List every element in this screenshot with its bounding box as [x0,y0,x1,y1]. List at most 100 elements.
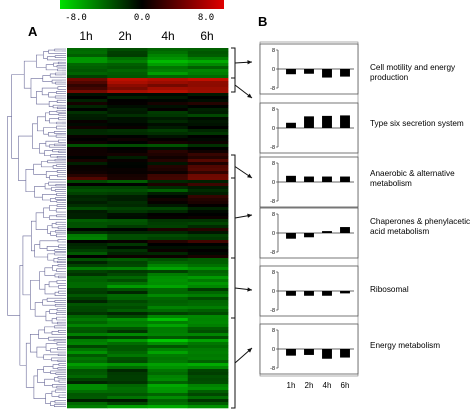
heatmap-cell [187,270,229,274]
heatmap-cell [187,264,229,268]
heatmap-cell [107,57,148,61]
heatmap-cell [67,159,108,163]
heatmap-cell [107,231,148,235]
heatmap-cell [67,306,108,310]
heatmap-cell [107,309,148,313]
heatmap-cell [147,126,189,130]
heatmap-cell [147,264,189,268]
dendrogram-branch [39,271,45,290]
heatmap-cell [147,306,189,310]
dendrogram-branch [58,150,62,153]
heatmap-cell [67,120,108,124]
heatmap-cell [67,96,108,100]
y-tick-label: 8 [272,270,275,276]
heatmap-cell [187,378,229,382]
heatmap-cell [107,270,148,274]
dendrogram-branch [29,333,39,353]
heatmap-cell [147,303,189,307]
heatmap-cell [147,393,189,397]
panel-label-2: Type six secretion system [370,119,464,128]
heatmap-cell [147,258,189,262]
heatmap-cell [107,297,148,301]
heatmap-cell [107,213,148,217]
dendrogram-branch [57,239,62,243]
heatmap-cell [147,81,189,85]
heatmap-cell [107,237,148,241]
heatmap-cell [187,141,229,145]
heatmap-cell [187,225,229,229]
heatmap-cell [187,63,229,67]
heatmap-cell [187,105,229,109]
heatmap-cell [147,87,189,91]
dendrogram-branch [54,189,62,192]
heatmap-cell [107,375,148,379]
y-tick-label: 8 [272,107,275,113]
heatmap-cell [147,159,189,163]
heatmap-cell [187,147,229,151]
heatmap-cell [187,381,229,385]
heatmap-cell [107,48,148,52]
heatmap-cell [187,387,229,391]
y-tick-label: -8 [270,308,275,314]
heatmap-cell [67,81,108,85]
heatmap-cell [187,252,229,256]
heatmap-cell [107,75,148,79]
bar-6h [340,69,350,77]
arrow-head [247,287,252,292]
y-tick-label: -8 [270,199,275,205]
dendrogram-branch [48,181,62,186]
heatmap-cell [187,165,229,169]
heatmap-cell [67,204,108,208]
heatmap-cell [107,243,148,247]
heatmap-cell [147,324,189,328]
heatmap-cell [147,195,189,199]
heatmap-cell [187,402,229,406]
heatmap-cell [187,102,229,106]
heatmap-cell [147,141,189,145]
heatmap-cell [67,255,108,259]
panel-b-letter: B [258,14,267,29]
heatmap-cell [187,81,229,85]
dendrogram-branch [56,233,62,238]
heatmap-cell [107,396,148,400]
heatmap-cell [187,84,229,88]
heatmap-cell [147,363,189,367]
heatmap-cell [147,204,189,208]
heatmap-cell [147,132,189,136]
heatmap-cell [187,312,229,316]
heatmap-cell [107,306,148,310]
heatmap-cell [67,222,108,226]
dendrogram-branch [54,252,62,256]
heatmap-cell [187,183,229,187]
dendrogram-branch [45,112,50,122]
heatmap-cell [147,375,189,379]
heatmap-cell [147,114,189,118]
dendrogram-branch [56,121,62,125]
dendrogram-branch [11,74,25,159]
heatmap-cell [67,48,108,52]
heatmap-cell [67,105,108,109]
dendrogram-branch [52,265,58,271]
bar-1h [286,349,296,356]
dendrogram-branch [56,155,62,159]
heatmap-cell [147,267,189,271]
dendrogram-branch [53,62,59,67]
heatmap-cell [147,129,189,133]
heatmap-cell [187,213,229,217]
heatmap-cell [107,120,148,124]
y-tick-label: -8 [270,366,275,372]
heatmap-cell [187,138,229,142]
arrow-head [247,348,252,353]
heatmap-cell [147,351,189,355]
heatmap-cell [67,396,108,400]
heatmap-cell [147,339,189,343]
heatmap-cell [107,300,148,304]
heatmap-cell [67,78,108,82]
heatmap-cell [107,186,148,190]
heatmap-cell [67,321,108,325]
heatmap-cell [187,174,229,178]
dendrogram-branch [7,116,20,316]
heatmap-cell [67,339,108,343]
dendrogram-branch [50,348,62,353]
heatmap-cell [107,264,148,268]
